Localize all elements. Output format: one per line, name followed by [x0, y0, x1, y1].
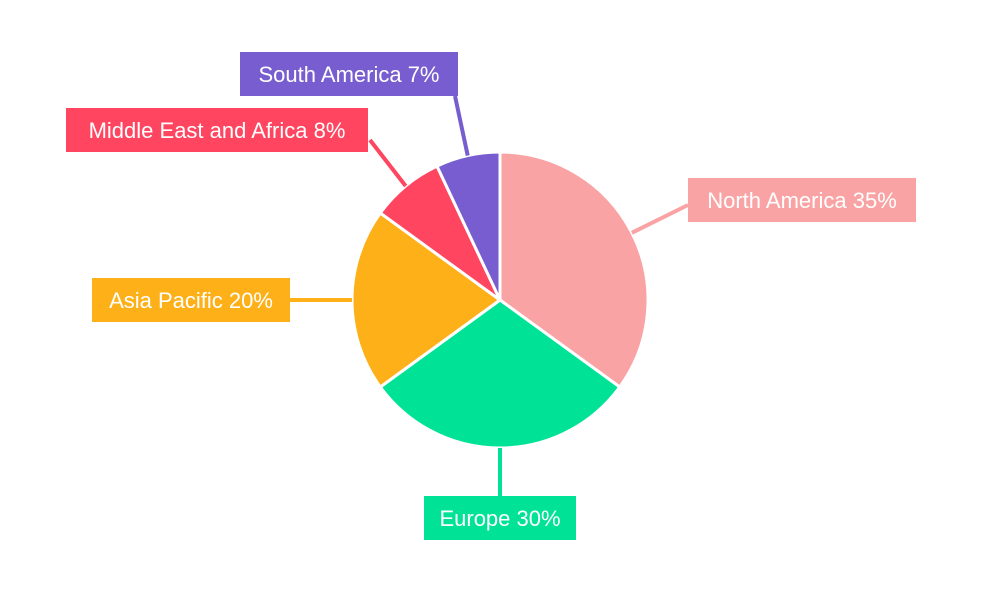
leader-line-3	[368, 138, 408, 188]
leader-line-4	[453, 95, 470, 156]
pie-slice-0[interactable]	[498, 150, 650, 389]
data-label-0: North America 35%	[707, 188, 897, 213]
data-label-3: Middle East and Africa 8%	[89, 118, 346, 143]
data-label-box-4	[240, 52, 458, 96]
data-label-4: South America 7%	[259, 62, 440, 87]
pie-slice-1[interactable]	[378, 298, 622, 450]
data-label-box-2	[92, 278, 290, 322]
pie-slice-2[interactable]	[350, 211, 502, 389]
data-label-box-0	[688, 178, 916, 222]
data-label-1: Europe 30%	[439, 506, 560, 531]
leader-line-0	[630, 203, 689, 235]
data-label-box-1	[424, 496, 576, 540]
data-label-2: Asia Pacific 20%	[109, 288, 273, 313]
pie-slice-4[interactable]	[435, 150, 502, 302]
data-label-box-3	[66, 108, 368, 152]
